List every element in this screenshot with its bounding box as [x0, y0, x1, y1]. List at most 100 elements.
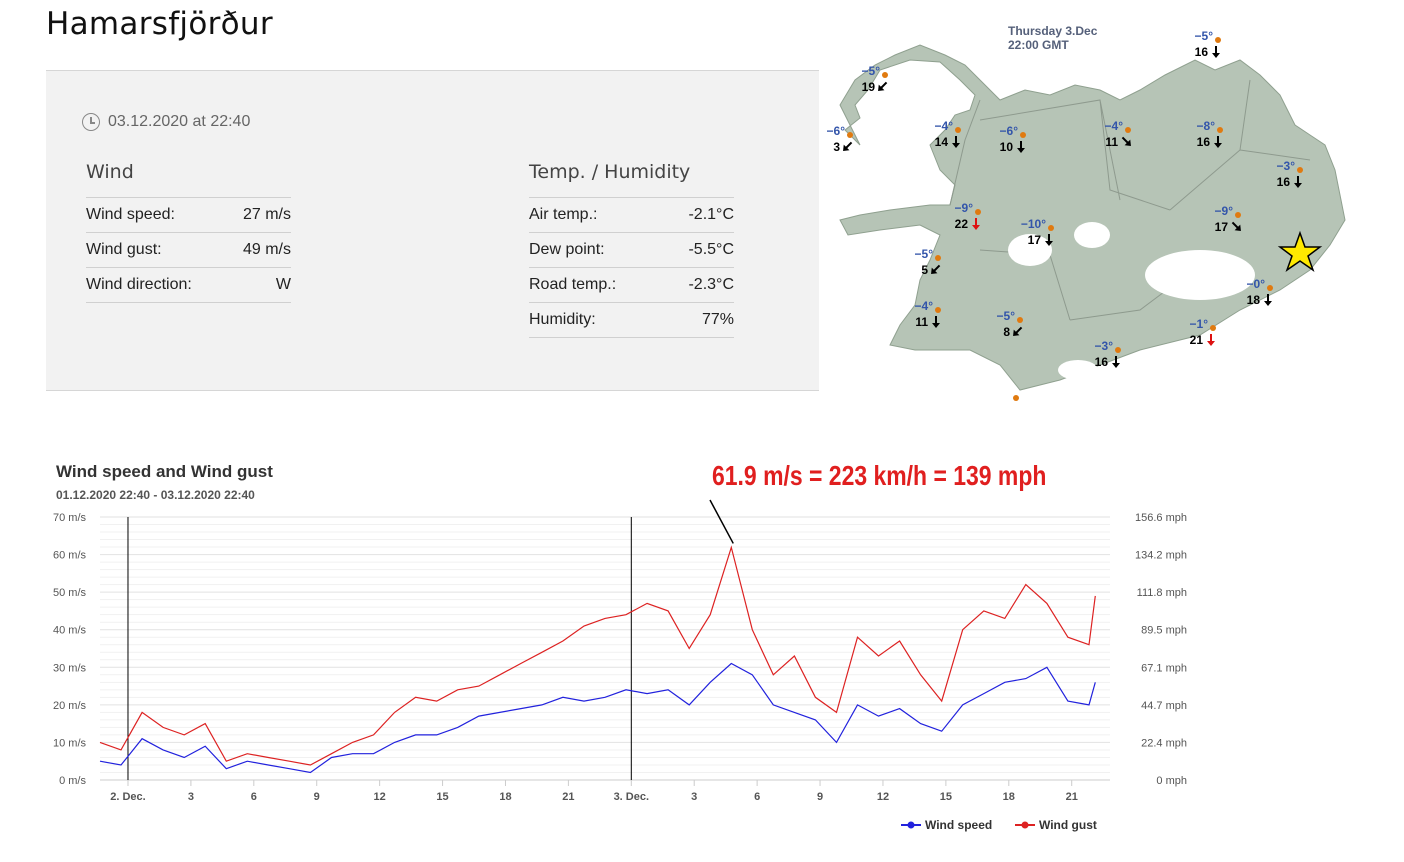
row-label: Air temp.:: [529, 206, 598, 223]
page-title: Hamarsfjörður: [46, 6, 273, 42]
station-temp: −0°: [1247, 277, 1266, 291]
y-left-tick: 10 m/s: [53, 737, 87, 749]
y-right-tick: 22.4 mph: [1141, 737, 1187, 749]
station-wind: 18: [1247, 293, 1261, 307]
y-right-tick: 67.1 mph: [1141, 662, 1187, 674]
x-tick-label: 3: [691, 791, 697, 803]
station-dot: [1235, 212, 1241, 218]
station-temp: −6°: [827, 124, 846, 138]
legend-label: Wind speed: [925, 818, 993, 832]
wind-arrow-icon: [1207, 334, 1215, 346]
x-tick-label: 6: [251, 791, 257, 803]
map-station[interactable]: −10° 17: [1021, 217, 1054, 247]
station-dot: [935, 255, 941, 261]
x-tick-label: 18: [1003, 791, 1015, 803]
map-station[interactable]: −4°11: [1105, 119, 1134, 149]
y-left-tick: 30 m/s: [53, 662, 87, 674]
dew-point-row: Dew point: -5.5°C: [529, 232, 734, 267]
station-temp: −8°: [1197, 119, 1216, 133]
map-station[interactable]: −3°16: [1095, 339, 1121, 369]
wind-arrow-icon: [878, 81, 888, 91]
station-dot: [1215, 37, 1221, 43]
wind-arrow-icon: [1045, 234, 1053, 246]
station-temp: −10°: [1021, 217, 1046, 231]
iceland-weather-map: −5°19−6°3−4°14−6°10−4°11−8°16−5°16−3°16−…: [827, 29, 1346, 401]
station-temp: −5°: [862, 64, 881, 78]
station-wind: 17: [1215, 220, 1229, 234]
map-station[interactable]: −5°19: [862, 64, 890, 94]
y-right-tick: 111.8 mph: [1137, 587, 1187, 599]
x-tick-label: 18: [499, 791, 511, 803]
glacier-vatnajokull: [1145, 250, 1255, 300]
timestamp: 03.12.2020 at 22:40: [82, 113, 250, 131]
station-temp: −3°: [1277, 159, 1296, 173]
station-wind: 3: [833, 140, 840, 154]
x-tick-label: 9: [314, 791, 320, 803]
station-wind: 8: [1003, 325, 1010, 339]
map-station[interactable]: −6°10: [1000, 124, 1026, 154]
station-dot: [1210, 325, 1216, 331]
row-label: Wind gust:: [86, 241, 162, 258]
station-temp: −5°: [997, 309, 1016, 323]
wind-arrow-icon: [843, 141, 853, 151]
temp-block: Temp. / Humidity Air temp.: -2.1°C Dew po…: [529, 161, 734, 338]
station-wind: 21: [1190, 333, 1204, 347]
row-value: 49 m/s: [242, 241, 291, 258]
station-temp: −5°: [1195, 29, 1214, 43]
map-station[interactable]: −3°16: [1277, 159, 1303, 189]
wind-arrow-icon: [1017, 141, 1025, 153]
station-wind: 16: [1095, 355, 1109, 369]
temp-heading: Temp. / Humidity: [529, 161, 691, 183]
wind-arrow-icon: [1112, 356, 1120, 368]
row-value: W: [275, 276, 291, 293]
location-star-icon: [1277, 230, 1323, 272]
legend-wind-speed[interactable]: Wind speed: [901, 818, 992, 832]
row-value: -2.3°C: [688, 276, 734, 293]
wind-heading: Wind: [86, 161, 134, 183]
map-station[interactable]: −1°21: [1190, 317, 1216, 347]
y-right-tick: 156.6 mph: [1135, 512, 1187, 524]
wind-chart: 0 m/s 10 m/s 20 m/s 30 m/s 40 m/s 50 m/s 60 m/…: [53, 499, 1187, 803]
row-value: -5.5°C: [688, 241, 734, 258]
station-wind: 17: [1028, 233, 1042, 247]
row-label: Wind direction:: [86, 276, 192, 293]
x-tick-label: 15: [436, 791, 448, 803]
station-dot: [1115, 347, 1121, 353]
road-temp-row: Road temp.: -2.3°C: [529, 267, 734, 302]
observation-panel: 03.12.2020 at 22:40 Wind Wind speed: 27 m…: [46, 70, 819, 391]
row-label: Wind speed:: [86, 206, 175, 223]
map-station[interactable]: −4°11: [915, 299, 941, 329]
region-borders: [949, 79, 1311, 321]
map-station[interactable]: −9°17: [1215, 204, 1244, 234]
wind-arrow-icon: [1212, 46, 1220, 58]
map-station[interactable]: −0°18: [1247, 277, 1273, 307]
station-wind: 14: [935, 135, 949, 149]
map-station[interactable]: −5°5: [915, 247, 943, 277]
iceland-landmass: [839, 44, 1346, 391]
station-dot: [1017, 317, 1023, 323]
y-left-tick: 0 m/s: [59, 775, 86, 787]
map-station[interactable]: −4°14: [935, 119, 961, 149]
row-label: Dew point:: [529, 241, 605, 258]
station-temp: −1°: [1190, 317, 1209, 331]
station-dot: [1297, 167, 1303, 173]
station-wind: 19: [862, 80, 876, 94]
chart-title: Wind speed and Wind gust: [56, 462, 273, 481]
map-station[interactable]: −6°3: [827, 124, 855, 154]
station-dot: [1048, 225, 1054, 231]
map-station[interactable]: −8°16: [1197, 119, 1223, 149]
map-station[interactable]: −9°22: [955, 201, 981, 231]
map-station[interactable]: −5°16: [1195, 29, 1221, 59]
station-wind: 16: [1195, 45, 1209, 59]
x-tick-label: 9: [817, 791, 823, 803]
station-wind: 22: [955, 217, 969, 231]
y-left-tick: 40 m/s: [53, 625, 87, 637]
legend-wind-gust[interactable]: Wind gust: [1015, 818, 1097, 832]
glacier-hofsjokull: [1074, 222, 1110, 248]
map-station[interactable]: −5°8: [997, 309, 1025, 339]
station-temp: −5°: [915, 247, 934, 261]
station-dot: [975, 209, 981, 215]
humidity-row: Humidity: 77%: [529, 302, 734, 338]
y-right-tick: 0 mph: [1156, 775, 1187, 787]
y-right-tick: 89.5 mph: [1141, 625, 1187, 637]
